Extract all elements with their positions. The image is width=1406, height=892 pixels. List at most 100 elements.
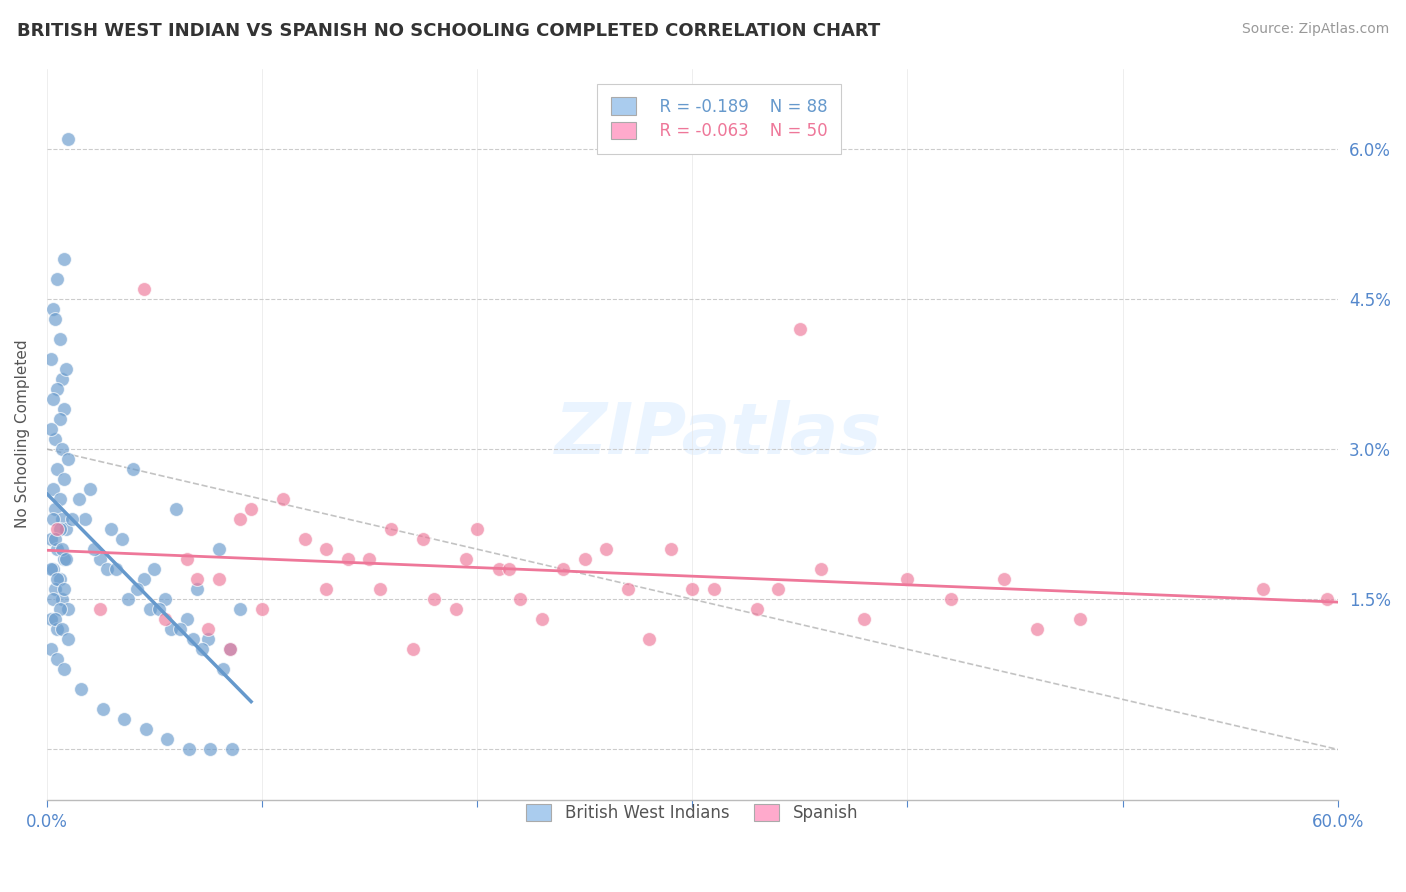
Point — [197, 632, 219, 647]
Point — [465, 522, 488, 536]
Point — [143, 562, 166, 576]
Point — [498, 562, 520, 576]
Point — [160, 622, 183, 636]
Point — [39, 612, 62, 626]
Point — [42, 301, 65, 316]
Point — [44, 612, 66, 626]
Point — [70, 682, 93, 697]
Point — [595, 542, 617, 557]
Point — [139, 602, 162, 616]
Point — [156, 732, 179, 747]
Point — [380, 522, 402, 536]
Point — [52, 662, 75, 676]
Point — [125, 582, 148, 597]
Point — [294, 532, 316, 546]
Text: BRITISH WEST INDIAN VS SPANISH NO SCHOOLING COMPLETED CORRELATION CHART: BRITISH WEST INDIAN VS SPANISH NO SCHOOL… — [17, 22, 880, 40]
Point — [186, 582, 208, 597]
Point — [401, 642, 423, 657]
Point — [853, 612, 876, 626]
Point — [229, 602, 252, 616]
Point — [48, 572, 70, 586]
Point — [51, 442, 73, 456]
Point — [176, 612, 198, 626]
Point — [46, 572, 69, 586]
Point — [44, 532, 66, 546]
Point — [153, 612, 176, 626]
Point — [44, 502, 66, 516]
Point — [190, 642, 212, 657]
Point — [117, 592, 139, 607]
Point — [553, 562, 575, 576]
Point — [939, 592, 962, 607]
Point — [530, 612, 553, 626]
Point — [250, 602, 273, 616]
Point — [810, 562, 832, 576]
Point — [488, 562, 510, 576]
Point — [456, 552, 478, 566]
Point — [368, 582, 391, 597]
Point — [112, 713, 135, 727]
Point — [89, 552, 111, 566]
Point — [208, 542, 231, 557]
Point — [42, 592, 65, 607]
Point — [212, 662, 235, 676]
Point — [46, 522, 69, 536]
Point — [48, 412, 70, 426]
Point — [181, 632, 204, 647]
Point — [42, 482, 65, 496]
Point — [51, 542, 73, 557]
Point — [218, 642, 240, 657]
Point — [39, 351, 62, 366]
Point — [681, 582, 703, 597]
Point — [52, 402, 75, 417]
Point — [169, 622, 191, 636]
Point — [177, 742, 200, 756]
Point — [51, 622, 73, 636]
Point — [509, 592, 531, 607]
Point — [412, 532, 434, 546]
Point — [745, 602, 768, 616]
Point — [39, 422, 62, 436]
Point — [659, 542, 682, 557]
Point — [218, 642, 240, 657]
Point — [789, 322, 811, 336]
Legend: British West Indians, Spanish: British West Indians, Spanish — [513, 790, 872, 835]
Point — [56, 632, 79, 647]
Point — [42, 562, 65, 576]
Point — [67, 492, 90, 507]
Point — [52, 252, 75, 266]
Point — [993, 572, 1015, 586]
Point — [1251, 582, 1274, 597]
Point — [44, 311, 66, 326]
Point — [121, 462, 143, 476]
Point — [52, 472, 75, 486]
Text: Source: ZipAtlas.com: Source: ZipAtlas.com — [1241, 22, 1389, 37]
Point — [1316, 592, 1339, 607]
Point — [273, 492, 295, 507]
Point — [186, 572, 208, 586]
Point — [48, 332, 70, 346]
Point — [52, 552, 75, 566]
Point — [703, 582, 725, 597]
Point — [48, 602, 70, 616]
Point — [56, 131, 79, 145]
Point — [51, 512, 73, 526]
Y-axis label: No Schooling Completed: No Schooling Completed — [15, 340, 30, 528]
Point — [39, 532, 62, 546]
Point — [148, 602, 170, 616]
Point — [574, 552, 596, 566]
Point — [44, 582, 66, 597]
Point — [96, 562, 118, 576]
Point — [240, 502, 263, 516]
Point — [315, 582, 337, 597]
Point — [336, 552, 359, 566]
Point — [315, 542, 337, 557]
Point — [111, 532, 134, 546]
Point — [55, 522, 77, 536]
Point — [444, 602, 467, 616]
Point — [62, 512, 84, 526]
Point — [55, 362, 77, 376]
Point — [423, 592, 446, 607]
Point — [153, 592, 176, 607]
Point — [616, 582, 638, 597]
